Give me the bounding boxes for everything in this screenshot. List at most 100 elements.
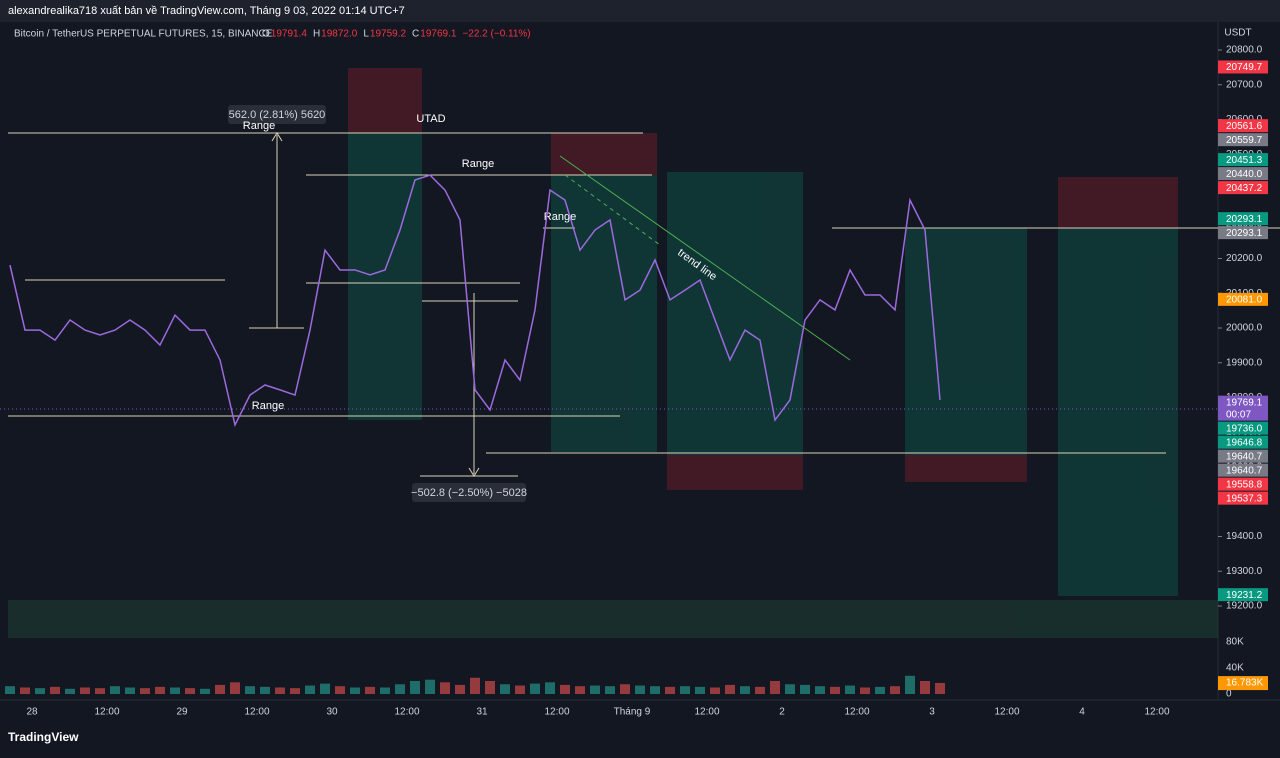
price-tick-label: 19900.0: [1226, 357, 1263, 368]
price-tag: [1218, 181, 1268, 195]
volume-bar: [440, 682, 450, 694]
publisher: alexandrealika718 xuất bản về TradingVie…: [8, 5, 405, 17]
price-tag-label: 20293.1: [1226, 214, 1263, 225]
range-label: Range: [462, 158, 494, 170]
volume-bar: [35, 688, 45, 694]
position-zones: [8, 68, 1218, 638]
volume-bar: [815, 686, 825, 694]
price-tag: [1218, 491, 1268, 505]
time-label: 12:00: [244, 707, 269, 718]
footer-logo: TradingView: [8, 730, 79, 744]
volume-bar: [335, 686, 345, 694]
axis-unit: USDT: [1224, 28, 1251, 39]
arrow-head: [271, 132, 283, 142]
price-tick-label: 20800.0: [1226, 45, 1263, 56]
time-label: 30: [326, 707, 338, 718]
time-label: 29: [176, 707, 188, 718]
demand-band: [8, 600, 1218, 638]
volume-bar: [185, 688, 195, 694]
time-label: 12:00: [694, 707, 719, 718]
price-tick-label: 20000.0: [1226, 323, 1263, 334]
time-label: 12:00: [1144, 707, 1169, 718]
price-tag: [1218, 292, 1268, 306]
volume-bar: [785, 684, 795, 694]
volume-tick-label: 80K: [1226, 637, 1244, 648]
volume-bar: [605, 686, 615, 694]
price-tag-label: 19646.8: [1226, 437, 1263, 448]
ohlc-value: 19872.0: [321, 29, 358, 40]
stop-zone: [905, 455, 1027, 482]
volume-bar: [710, 687, 720, 694]
price-tag-label: 19558.8: [1226, 479, 1263, 490]
volume-bar: [155, 686, 165, 694]
measure-label: −502.8 (−2.50%) −5028: [411, 487, 527, 499]
volume-bar: [800, 684, 810, 694]
volume-bar: [545, 682, 555, 694]
range-label: Range: [243, 120, 275, 132]
time-label: 12:00: [394, 707, 419, 718]
ohlc-value: 19759.2: [370, 29, 407, 40]
time-label: 4: [1079, 707, 1085, 718]
volume-bar: [635, 685, 645, 694]
price-tag: [1218, 395, 1268, 421]
time-label: 12:00: [94, 707, 119, 718]
volume-bar: [410, 681, 420, 694]
stop-zone: [551, 133, 657, 175]
volume-bar: [170, 687, 180, 694]
volume-bar: [500, 684, 510, 694]
target-zone: [551, 175, 657, 452]
price-tag-label: 20561.6: [1226, 121, 1263, 132]
price-tag: [1218, 421, 1268, 435]
price-tag-label: 20749.7: [1226, 62, 1263, 73]
price-tag: [1218, 449, 1268, 463]
price-tag-label: 20081.0: [1226, 294, 1263, 305]
trend-line-dashed: [564, 174, 661, 246]
time-label: 3: [929, 707, 935, 718]
measure-box: [228, 105, 326, 124]
volume-bar: [890, 686, 900, 694]
price-tag: [1218, 435, 1268, 449]
target-zone: [348, 133, 422, 420]
time-label: Tháng 9: [614, 707, 651, 718]
price-tag-label: 20293.1: [1226, 228, 1263, 239]
volume-bar: [95, 688, 105, 694]
volume-bar: [920, 681, 930, 694]
stop-zone: [1058, 177, 1178, 228]
time-label: 28: [26, 707, 38, 718]
price-tag-label: 20440.0: [1226, 169, 1263, 180]
volume-bar: [230, 682, 240, 694]
time-label: 12:00: [844, 707, 869, 718]
volume-bar: [350, 687, 360, 694]
volume-tag-label: 16.783K: [1226, 678, 1264, 689]
volume-bar: [695, 686, 705, 694]
volume-bar: [125, 687, 135, 694]
volume-bar: [470, 677, 480, 694]
volume-bar: [590, 685, 600, 694]
price-tag: [1218, 477, 1268, 491]
stop-zone: [667, 455, 803, 490]
price-tag: [1218, 463, 1268, 477]
volume-bar: [830, 686, 840, 694]
ohlc-key: L: [363, 29, 369, 40]
volume-bar: [935, 682, 945, 694]
volume-bar: [665, 686, 675, 694]
volume-bar: [395, 684, 405, 694]
target-zone: [1058, 228, 1178, 596]
volume-bar: [770, 681, 780, 694]
price-line: [9, 174, 941, 428]
volume-bar: [65, 688, 75, 694]
ohlc-value: 19769.1: [420, 29, 457, 40]
time-label: 12:00: [544, 707, 569, 718]
volume-bar: [200, 688, 210, 694]
measure-label: 562.0 (2.81%) 5620: [229, 109, 326, 121]
time-label: 2: [779, 707, 785, 718]
volume-bar: [215, 684, 225, 694]
volume-bar: [275, 687, 285, 694]
stop-zone: [348, 68, 422, 133]
volume-bar: [320, 683, 330, 694]
volume-bar: [20, 687, 30, 694]
volume-bar: [560, 684, 570, 694]
